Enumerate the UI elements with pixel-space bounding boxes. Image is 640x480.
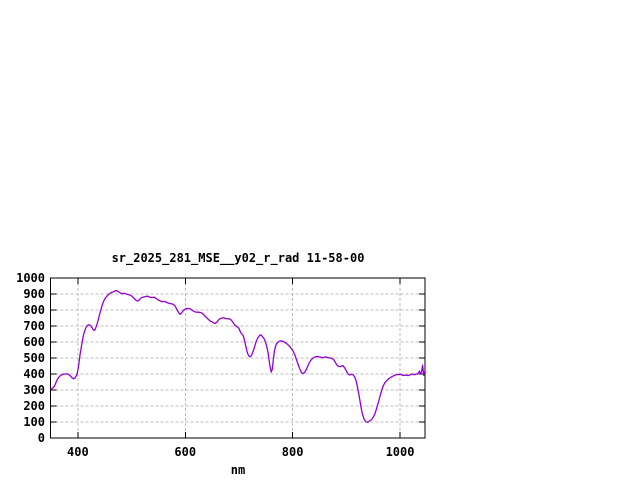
y-tick-label: 400 [23,367,45,381]
y-tick-label: 500 [23,351,45,365]
y-tick-label: 600 [23,335,45,349]
chart-title: sr_2025_281_MSE__y02_r_rad 11-58-00 [111,251,365,265]
y-tick-label: 1000 [16,271,45,285]
y-tick-label: 300 [23,383,45,397]
y-tick-label: 900 [23,287,45,301]
x-tick-label: 1000 [385,445,415,459]
series-line [50,289,426,423]
y-tick-label: 800 [23,303,45,317]
x-tick-label: 800 [281,445,304,459]
x-axis-label: nm [230,463,246,477]
y-tick-label: 100 [23,415,45,429]
x-tick-label: 600 [174,445,197,459]
y-tick-label: 700 [23,319,45,333]
x-tick-label: 400 [67,445,89,459]
y-tick-label: 0 [37,431,45,445]
y-tick-label: 200 [23,399,45,413]
